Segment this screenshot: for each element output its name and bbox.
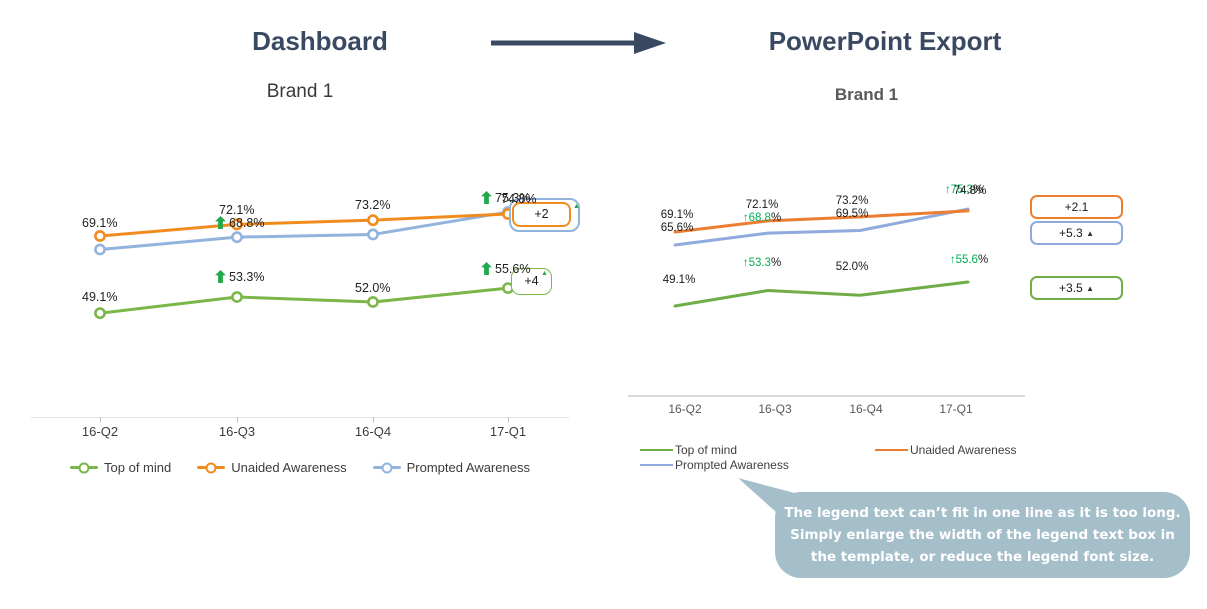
export-chart-title: Brand 1 <box>834 85 899 104</box>
x-tick-label: 16-Q3 <box>758 402 792 416</box>
legend-label: Unaided Awareness <box>910 443 1017 457</box>
unaided-delta-badge: +2.1 <box>1030 195 1123 219</box>
dashboard-line-chart <box>94 206 514 320</box>
legend-label: Prompted Awareness <box>406 460 530 475</box>
dashboard-chart-panel: Brand 1 16-Q2 16-Q3 16-Q4 17-Q1 +2 ▲ +4 … <box>17 65 583 497</box>
dashboard-heading: Dashboard <box>252 26 388 56</box>
up-triangle-icon: ▲ <box>573 203 580 210</box>
right-arrow-icon <box>491 32 666 54</box>
x-tick-label: 17-Q1 <box>489 424 527 439</box>
dashboard-legend: Top of mind Unaided Awareness Prompted A… <box>17 460 583 475</box>
up-triangle-icon: ▲ <box>1086 284 1094 293</box>
legend-item-top-of-mind: Top of mind <box>70 460 171 475</box>
line-marker-icon <box>640 463 673 467</box>
legend-label: Prompted Awareness <box>675 458 789 472</box>
badge-value: +5.3 <box>1059 226 1083 240</box>
callout-line: Simply enlarge the width of the legend t… <box>790 527 1175 543</box>
badge-value: +2.1 <box>1064 200 1089 214</box>
export-x-axis <box>628 395 1025 397</box>
x-tick-label: 17-Q1 <box>939 402 973 416</box>
legend-item-unaided-awareness: Unaided Awareness <box>875 443 1017 457</box>
line-marker-icon <box>70 461 99 474</box>
callout-line: The legend text can’t fit in one line as… <box>784 505 1181 521</box>
dashboard-chart-title: Brand 1 <box>266 81 334 102</box>
axis-tick <box>237 417 238 423</box>
x-tick-label: 16-Q2 <box>668 402 702 416</box>
axis-tick <box>373 417 374 423</box>
line-marker-icon <box>372 461 401 474</box>
axis-tick <box>100 417 101 423</box>
callout-line: the template, or reduce the legend font … <box>810 549 1155 565</box>
dashboard-x-axis <box>31 417 569 418</box>
legend-item-unaided-awareness: Unaided Awareness <box>197 460 347 475</box>
x-tick-label: 16-Q3 <box>218 424 256 439</box>
legend-item-prompted-awareness: Prompted Awareness <box>640 458 789 472</box>
line-marker-icon <box>640 448 673 452</box>
x-tick-label: 16-Q4 <box>849 402 883 416</box>
badge-value: +3.5 <box>1059 281 1083 295</box>
prompted-delta-badge: +5.3 ▲ <box>1030 221 1123 245</box>
up-triangle-icon: ▲ <box>541 270 548 277</box>
legend-label: Unaided Awareness <box>231 460 347 475</box>
top-of-mind-delta-badge: +3.5 ▲ <box>1030 276 1123 300</box>
line-marker-icon <box>875 448 908 452</box>
legend-label: Top of mind <box>675 443 738 457</box>
unaided-delta-badge: +2 <box>512 202 571 227</box>
axis-tick <box>508 417 509 423</box>
x-tick-label: 16-Q2 <box>81 424 119 439</box>
legend-label: Top of mind <box>104 460 172 475</box>
up-triangle-icon: ▲ <box>1086 229 1094 238</box>
x-tick-label: 16-Q4 <box>354 424 392 439</box>
legend-item-prompted-awareness: Prompted Awareness <box>372 460 530 475</box>
export-chart-panel: Brand 1 16-Q2 16-Q3 16-Q4 17-Q1 +2.1 +5.… <box>598 65 1135 497</box>
legend-callout-bubble: The legend text can’t fit in one line as… <box>775 492 1190 578</box>
export-heading: PowerPoint Export <box>768 26 1002 56</box>
line-marker-icon <box>197 461 226 474</box>
legend-item-top-of-mind: Top of mind <box>640 443 737 457</box>
export-line-chart <box>673 207 970 308</box>
top-of-mind-delta-badge: +4 <box>511 268 552 295</box>
